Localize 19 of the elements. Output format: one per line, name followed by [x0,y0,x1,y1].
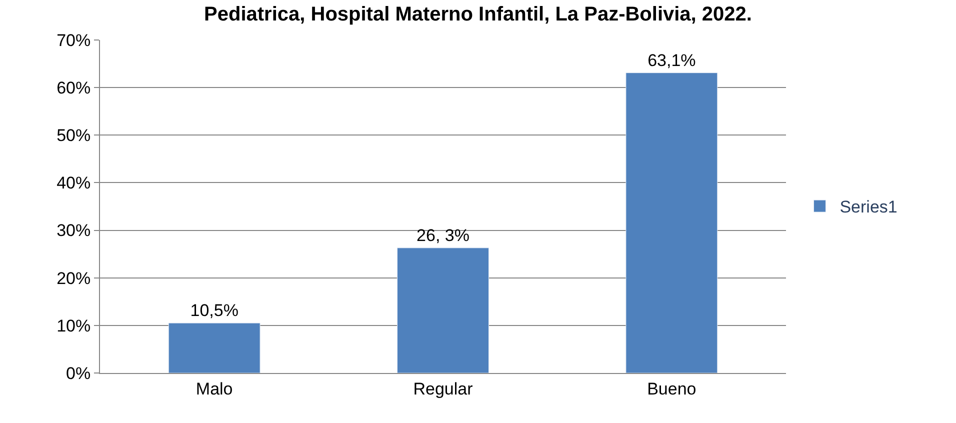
y-tick-label: 0% [66,364,91,383]
y-tick-label: 30% [56,221,91,240]
y-tick-label: 50% [56,126,91,146]
y-tick-label: 60% [56,78,91,98]
chart-title: Pediatrica, Hospital Materno Infantil, La Paz-Bolivia, 2022. [204,3,752,26]
y-tick-label: 20% [56,268,91,288]
y-tick-label: 10% [56,316,91,336]
x-tick-label: Bueno [647,379,696,398]
data-label: 63,1% [648,50,696,70]
bar [626,72,718,373]
x-tick-label: Malo [196,379,233,398]
legend-label: Series1 [840,198,898,217]
bar [168,322,260,373]
data-label: 10,5% [190,301,238,320]
x-tick-label: Regular [413,379,474,398]
data-label: 26, 3% [416,226,470,245]
bar [397,248,489,373]
y-tick-label: 70% [56,30,91,50]
y-tick-label: 40% [56,174,91,193]
